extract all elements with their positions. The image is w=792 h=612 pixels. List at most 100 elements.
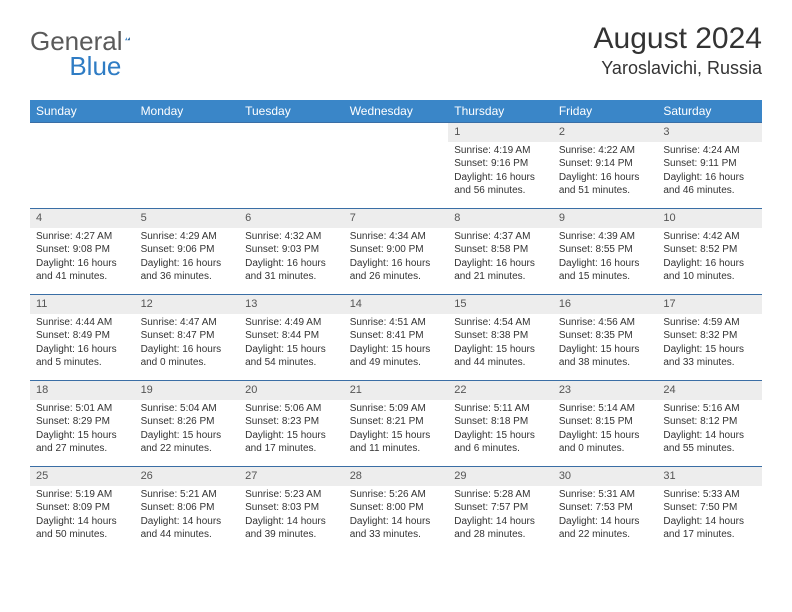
day-details: Sunrise: 4:24 AMSunset: 9:11 PMDaylight:…: [657, 142, 762, 202]
sunset-text: Sunset: 8:44 PM: [245, 329, 338, 343]
calendar-day: 10Sunrise: 4:42 AMSunset: 8:52 PMDayligh…: [657, 208, 762, 294]
day-number: 6: [239, 208, 344, 228]
brand-word2: Blue: [69, 51, 121, 82]
daylight-text: Daylight: 14 hours: [454, 515, 547, 529]
daylight-text: Daylight: 15 hours: [141, 429, 234, 443]
daylight-text: Daylight: 15 hours: [36, 429, 129, 443]
sunset-text: Sunset: 8:41 PM: [350, 329, 443, 343]
daylight-text: Daylight: 16 hours: [559, 257, 652, 271]
day-details: Sunrise: 4:32 AMSunset: 9:03 PMDaylight:…: [239, 228, 344, 288]
calendar-day: 13Sunrise: 4:49 AMSunset: 8:44 PMDayligh…: [239, 294, 344, 380]
day-details: Sunrise: 5:23 AMSunset: 8:03 PMDaylight:…: [239, 486, 344, 546]
daylight-text: and 54 minutes.: [245, 356, 338, 370]
daylight-text: and 0 minutes.: [559, 442, 652, 456]
sunset-text: Sunset: 9:06 PM: [141, 243, 234, 257]
day-number: 10: [657, 208, 762, 228]
day-number: 23: [553, 380, 658, 400]
sunrise-text: Sunrise: 5:11 AM: [454, 402, 547, 416]
sunset-text: Sunset: 8:52 PM: [663, 243, 756, 257]
sunrise-text: Sunrise: 4:47 AM: [141, 316, 234, 330]
daylight-text: Daylight: 14 hours: [350, 515, 443, 529]
daylight-text: Daylight: 16 hours: [663, 171, 756, 185]
daylight-text: Daylight: 15 hours: [350, 343, 443, 357]
sunrise-text: Sunrise: 5:21 AM: [141, 488, 234, 502]
daylight-text: Daylight: 15 hours: [559, 343, 652, 357]
calendar-empty: [239, 122, 344, 208]
calendar-week: 4Sunrise: 4:27 AMSunset: 9:08 PMDaylight…: [30, 208, 762, 294]
day-details: Sunrise: 5:31 AMSunset: 7:53 PMDaylight:…: [553, 486, 658, 546]
calendar-day: 4Sunrise: 4:27 AMSunset: 9:08 PMDaylight…: [30, 208, 135, 294]
day-number: 30: [553, 466, 658, 486]
sunrise-text: Sunrise: 5:31 AM: [559, 488, 652, 502]
daylight-text: Daylight: 16 hours: [350, 257, 443, 271]
day-details: Sunrise: 5:09 AMSunset: 8:21 PMDaylight:…: [344, 400, 449, 460]
calendar-day: 3Sunrise: 4:24 AMSunset: 9:11 PMDaylight…: [657, 122, 762, 208]
sunset-text: Sunset: 9:14 PM: [559, 157, 652, 171]
day-number: 4: [30, 208, 135, 228]
sunset-text: Sunset: 8:32 PM: [663, 329, 756, 343]
day-details: Sunrise: 5:16 AMSunset: 8:12 PMDaylight:…: [657, 400, 762, 460]
month-year: August 2024: [594, 22, 762, 56]
calendar-day: 24Sunrise: 5:16 AMSunset: 8:12 PMDayligh…: [657, 380, 762, 466]
calendar-day: 25Sunrise: 5:19 AMSunset: 8:09 PMDayligh…: [30, 466, 135, 552]
calendar-empty: [344, 122, 449, 208]
weekday-header: Friday: [553, 100, 658, 122]
daylight-text: and 26 minutes.: [350, 270, 443, 284]
daylight-text: and 22 minutes.: [559, 528, 652, 542]
day-details: Sunrise: 4:59 AMSunset: 8:32 PMDaylight:…: [657, 314, 762, 374]
day-number: 19: [135, 380, 240, 400]
calendar-week: 18Sunrise: 5:01 AMSunset: 8:29 PMDayligh…: [30, 380, 762, 466]
sunset-text: Sunset: 9:11 PM: [663, 157, 756, 171]
weekday-header: Sunday: [30, 100, 135, 122]
calendar-day: 20Sunrise: 5:06 AMSunset: 8:23 PMDayligh…: [239, 380, 344, 466]
daylight-text: Daylight: 16 hours: [36, 257, 129, 271]
sunset-text: Sunset: 9:08 PM: [36, 243, 129, 257]
day-number: 27: [239, 466, 344, 486]
sunrise-text: Sunrise: 4:39 AM: [559, 230, 652, 244]
sunrise-text: Sunrise: 4:56 AM: [559, 316, 652, 330]
day-number: 20: [239, 380, 344, 400]
calendar-day: 18Sunrise: 5:01 AMSunset: 8:29 PMDayligh…: [30, 380, 135, 466]
calendar-day: 28Sunrise: 5:26 AMSunset: 8:00 PMDayligh…: [344, 466, 449, 552]
calendar-day: 15Sunrise: 4:54 AMSunset: 8:38 PMDayligh…: [448, 294, 553, 380]
weekday-header: Wednesday: [344, 100, 449, 122]
day-details: Sunrise: 5:11 AMSunset: 8:18 PMDaylight:…: [448, 400, 553, 460]
day-number: 16: [553, 294, 658, 314]
sunset-text: Sunset: 9:03 PM: [245, 243, 338, 257]
daylight-text: Daylight: 15 hours: [350, 429, 443, 443]
sunset-text: Sunset: 8:06 PM: [141, 501, 234, 515]
daylight-text: and 31 minutes.: [245, 270, 338, 284]
day-details: Sunrise: 5:33 AMSunset: 7:50 PMDaylight:…: [657, 486, 762, 546]
day-number: 14: [344, 294, 449, 314]
day-details: Sunrise: 4:49 AMSunset: 8:44 PMDaylight:…: [239, 314, 344, 374]
calendar-day: 12Sunrise: 4:47 AMSunset: 8:47 PMDayligh…: [135, 294, 240, 380]
day-details: Sunrise: 5:06 AMSunset: 8:23 PMDaylight:…: [239, 400, 344, 460]
daylight-text: Daylight: 14 hours: [663, 429, 756, 443]
day-number: 24: [657, 380, 762, 400]
sunrise-text: Sunrise: 4:59 AM: [663, 316, 756, 330]
daylight-text: and 17 minutes.: [663, 528, 756, 542]
sunrise-text: Sunrise: 4:49 AM: [245, 316, 338, 330]
sunset-text: Sunset: 8:21 PM: [350, 415, 443, 429]
sunset-text: Sunset: 9:16 PM: [454, 157, 547, 171]
daylight-text: Daylight: 15 hours: [245, 429, 338, 443]
daylight-text: and 55 minutes.: [663, 442, 756, 456]
weekday-header: Saturday: [657, 100, 762, 122]
sunset-text: Sunset: 8:49 PM: [36, 329, 129, 343]
sunset-text: Sunset: 8:23 PM: [245, 415, 338, 429]
day-details: Sunrise: 4:42 AMSunset: 8:52 PMDaylight:…: [657, 228, 762, 288]
day-details: Sunrise: 5:19 AMSunset: 8:09 PMDaylight:…: [30, 486, 135, 546]
daylight-text: Daylight: 15 hours: [663, 343, 756, 357]
calendar-day: 26Sunrise: 5:21 AMSunset: 8:06 PMDayligh…: [135, 466, 240, 552]
sunrise-text: Sunrise: 5:04 AM: [141, 402, 234, 416]
day-number: 5: [135, 208, 240, 228]
daylight-text: and 33 minutes.: [350, 528, 443, 542]
daylight-text: and 22 minutes.: [141, 442, 234, 456]
day-number: 28: [344, 466, 449, 486]
calendar-day: 22Sunrise: 5:11 AMSunset: 8:18 PMDayligh…: [448, 380, 553, 466]
logo-sail-icon: [125, 29, 130, 49]
day-details: Sunrise: 4:27 AMSunset: 9:08 PMDaylight:…: [30, 228, 135, 288]
daylight-text: Daylight: 16 hours: [663, 257, 756, 271]
daylight-text: and 0 minutes.: [141, 356, 234, 370]
calendar-day: 8Sunrise: 4:37 AMSunset: 8:58 PMDaylight…: [448, 208, 553, 294]
